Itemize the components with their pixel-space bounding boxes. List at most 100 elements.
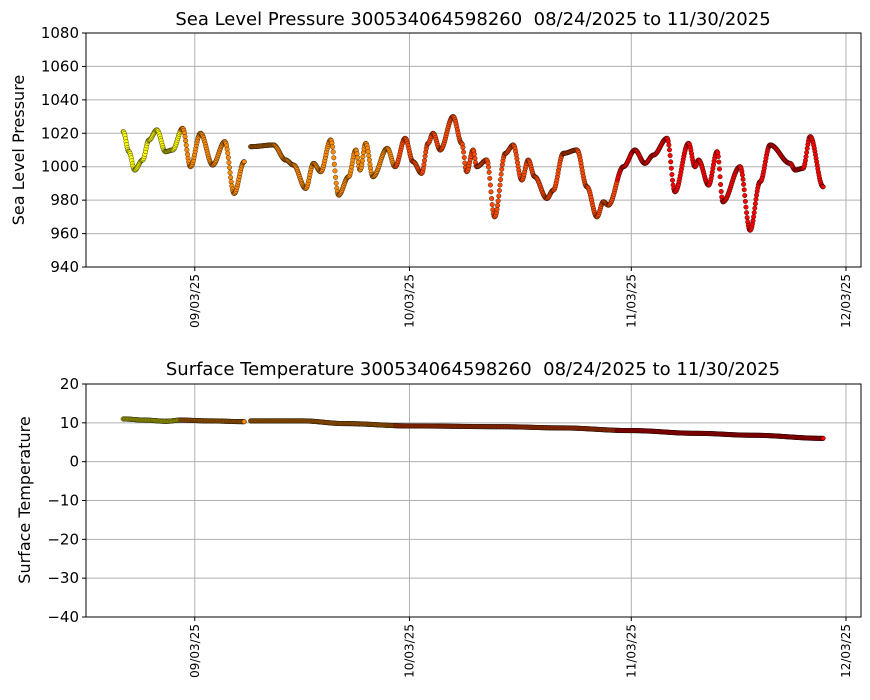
data-point	[183, 142, 189, 148]
data-point	[741, 181, 747, 187]
data-point	[716, 166, 723, 172]
y-tick-label: 1060	[41, 57, 79, 75]
x-tick-label: 12/03/25	[839, 274, 853, 328]
y-tick-label: −40	[47, 608, 79, 626]
x-tick-label: 10/03/25	[402, 624, 416, 678]
data-point	[226, 159, 232, 166]
data-point	[743, 204, 749, 210]
data-point	[666, 147, 673, 153]
data-point	[184, 151, 191, 157]
y-tick-label: −30	[47, 569, 79, 587]
axes-frame	[85, 32, 862, 268]
data-point	[472, 155, 478, 161]
data-point	[241, 159, 247, 165]
data-point	[226, 165, 233, 171]
data-point	[744, 215, 750, 221]
data-point	[743, 210, 750, 216]
data-point	[753, 196, 759, 202]
data-point	[489, 202, 495, 208]
data-point	[751, 214, 757, 220]
y-tick-label: 1020	[41, 124, 79, 142]
data-point	[752, 201, 758, 207]
data-point	[739, 172, 745, 178]
data-point	[182, 134, 188, 140]
axes-frame	[85, 383, 862, 618]
data-point	[461, 154, 467, 161]
data-point	[716, 159, 722, 165]
data-point	[499, 166, 505, 172]
data-point	[668, 165, 674, 171]
data-point	[184, 147, 190, 153]
data-points	[120, 416, 826, 441]
data-point	[460, 144, 466, 151]
y-tick-label: 10	[60, 414, 79, 432]
data-point	[225, 150, 231, 156]
data-point	[330, 144, 336, 150]
data-point	[742, 198, 748, 204]
data-point	[718, 188, 724, 195]
x-tick-label: 11/03/25	[624, 624, 638, 678]
data-point	[487, 175, 493, 181]
data-point	[820, 184, 826, 190]
data-point	[488, 189, 494, 195]
pressure-plot: Sea Level Pressure 300534064598260 08/24…	[9, 9, 862, 328]
data-point	[752, 205, 758, 211]
data-point	[497, 182, 503, 188]
y-tick-label: 960	[50, 225, 79, 243]
y-tick-label: 1080	[41, 24, 79, 42]
pressure-y-label: Sea Level Pressure	[9, 75, 28, 226]
temperature-y-label: Surface Temperature	[15, 416, 34, 583]
data-point	[421, 157, 428, 164]
data-point	[742, 192, 748, 199]
data-point	[496, 188, 502, 194]
data-point	[717, 174, 723, 180]
y-tick-label: −20	[47, 530, 79, 548]
data-point	[332, 168, 338, 174]
data-point	[667, 153, 673, 159]
data-point	[486, 169, 492, 175]
data-point	[366, 153, 372, 159]
y-tick-label: 1040	[41, 91, 79, 109]
data-point	[718, 181, 724, 188]
data-point	[355, 155, 361, 161]
data-point	[820, 435, 826, 441]
data-point	[422, 153, 428, 159]
data-point	[498, 177, 504, 183]
data-point	[496, 193, 502, 199]
x-tick-label: 12/03/25	[839, 624, 853, 678]
data-point	[803, 154, 809, 160]
data-point	[461, 149, 467, 155]
data-point	[804, 149, 810, 156]
data-point	[331, 155, 337, 161]
y-tick-label: 980	[50, 191, 79, 209]
data-point	[330, 149, 336, 155]
x-tick-label: 11/03/25	[624, 274, 638, 328]
data-point	[241, 419, 247, 425]
pressure-title: Sea Level Pressure 300534064598260 08/24…	[175, 9, 770, 30]
data-point	[227, 170, 233, 176]
data-point	[495, 198, 501, 204]
data-point	[666, 142, 672, 148]
data-point	[331, 161, 337, 167]
data-point	[333, 174, 339, 180]
data-point	[740, 176, 746, 182]
data-point	[715, 153, 721, 160]
data-point	[751, 210, 757, 216]
temperature-title: Surface Temperature 300534064598260 08/2…	[166, 359, 780, 380]
temperature-plot: Surface Temperature 300534064598260 08/2…	[15, 359, 862, 678]
x-tick-label: 09/03/25	[188, 274, 202, 328]
data-point	[669, 177, 676, 183]
grid-lines	[86, 32, 861, 268]
data-point	[421, 162, 427, 168]
x-tick-label: 10/03/25	[402, 274, 416, 328]
data-point	[225, 155, 231, 161]
data-point	[741, 187, 747, 193]
data-point	[462, 160, 468, 166]
data-point	[228, 174, 234, 181]
data-point	[360, 154, 366, 160]
y-tick-label: 20	[60, 375, 79, 393]
y-tick-label: 1000	[41, 158, 79, 176]
y-tick-label: 0	[69, 453, 79, 471]
data-point	[471, 151, 477, 157]
